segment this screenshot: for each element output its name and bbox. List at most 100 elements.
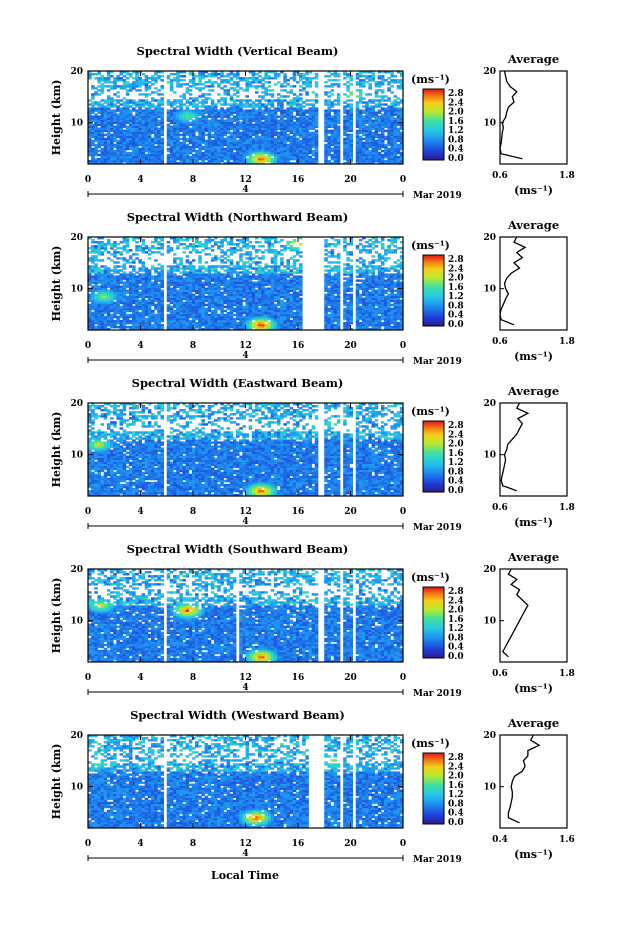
heatmap-cell [356,101,360,103]
heatmap-cell [378,109,382,111]
heatmap-cell [305,77,309,79]
heatmap-cell [179,95,183,97]
heatmap-cell [236,140,240,142]
heatmap-cell [220,97,224,99]
heatmap-cell [176,109,180,111]
heatmap-cell [183,103,187,105]
heatmap-cell [261,109,265,111]
heatmap-cell [129,105,133,107]
heatmap-cell [186,144,190,146]
heatmap-cell [375,81,379,83]
heatmap-cell [170,109,174,111]
heatmap-cell [173,265,177,267]
heatmap-cell [349,99,353,101]
heatmap-cell [375,140,379,142]
heatmap-cell [283,85,287,87]
heatmap-cell [91,93,95,95]
heatmap-cell [201,109,205,111]
heatmap-cell [230,103,234,105]
heatmap-cell [227,241,231,243]
heatmap-cell [274,99,278,101]
heatmap-cell [390,91,394,93]
heatmap-cell [97,93,101,95]
heatmap-cell [160,253,164,255]
heatmap-cell [157,120,161,122]
heatmap-cell [135,101,139,103]
heatmap-cell [268,99,272,101]
heatmap-cell [296,81,300,83]
heatmap-cell [236,103,240,105]
heatmap-cell [227,79,231,81]
heatmap-cell [378,89,382,91]
heatmap-cell [126,296,130,298]
heatmap-cell [120,99,124,101]
heatmap-cell [138,312,142,314]
heatmap-cell [116,275,120,277]
heatmap-cell [378,99,382,101]
heatmap-cell [337,126,341,128]
heatmap-cell [170,101,174,103]
heatmap-cell [255,99,259,101]
panel-1: Spectral Width (Vertical Beam)0 4 8 12 16 20 0… [50,44,575,201]
heatmap-cell [160,107,164,109]
heatmap-cell [189,109,193,111]
heatmap-cell [211,257,215,259]
heatmap-cell [227,279,231,281]
heatmap-cell [205,75,209,77]
heatmap-cell [135,275,139,277]
heatmap-cell [233,314,237,316]
heatmap-cell [138,245,142,247]
heatmap-cell [205,253,209,255]
heatmap-cell [327,85,331,87]
heatmap-cell [151,324,155,326]
heatmap-cell [160,85,164,87]
heatmap-cell [154,87,158,89]
heatmap-cell [223,109,227,111]
heatmap-cell [315,99,319,101]
heatmap-cell [362,109,366,111]
heatmap-cell [104,99,108,101]
heatmap-cell [346,95,350,97]
heatmap-cell [201,265,205,267]
heatmap-cell [179,271,183,273]
heatmap-cell [362,79,366,81]
heatmap-cell [211,89,215,91]
heatmap-cell [186,99,190,101]
heatmap-cell [138,267,142,269]
heatmap-cell [201,146,205,148]
heatmap-cell [246,77,250,79]
heatmap-cell [126,81,130,83]
heatmap-cell [101,99,105,101]
heatmap-cell [217,77,221,79]
heatmap-cell [372,99,376,101]
heatmap-cell [201,83,205,85]
heatmap-cell [312,77,316,79]
heatmap-cell [97,154,101,156]
heatmap-cell [120,273,124,275]
heatmap-cell [394,75,398,77]
heatmap-cell [223,257,227,259]
heatmap-cell [255,91,259,93]
heatmap-cell [205,296,209,298]
heatmap-cell [387,81,391,83]
heatmap-cell [151,97,155,99]
heatmap-cell [183,239,187,241]
heatmap-cell [94,144,98,146]
heatmap-cell [217,265,221,267]
heatmap-cell [331,109,335,111]
heatmap-cell [113,150,117,152]
heatmap-cell [349,134,353,136]
heatmap-cell [151,251,155,253]
heatmap-cell [211,81,215,83]
heatmap-cell [97,115,101,117]
heatmap-cell [305,91,309,93]
heatmap-cell [324,144,328,146]
heatmap-cell [365,93,369,95]
heatmap-cell [343,101,347,103]
heatmap-cell [138,300,142,302]
heatmap-cell [195,249,199,251]
heatmap-cell [236,99,240,101]
heatmap-cell [239,87,243,89]
heatmap-cell [223,269,227,271]
heatmap-cell [113,241,117,243]
